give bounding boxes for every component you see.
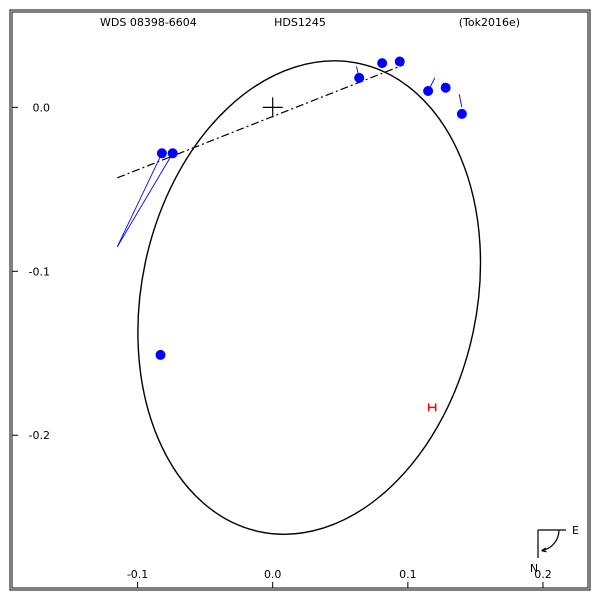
xtick-label: -0.1 — [127, 568, 148, 581]
orbit-plot-svg: WDS 08398-6604 HDS1245 (Tok2016e) -0.1 0.0 0.… — [0, 0, 600, 600]
xtick-label: 0.0 — [264, 568, 282, 581]
residual-line — [117, 153, 162, 246]
observation-point — [441, 83, 450, 92]
observation-point — [156, 350, 165, 359]
observation-point — [157, 149, 166, 158]
inner-frame — [12, 12, 588, 588]
ytick-label: -0.1 — [29, 265, 50, 278]
observation-point — [457, 109, 466, 118]
observation-point — [424, 86, 433, 95]
observation-point — [378, 59, 387, 68]
observation-point — [168, 149, 177, 158]
header-left: WDS 08398-6604 — [100, 16, 197, 29]
orbit-ellipse — [96, 29, 523, 567]
compass-n-label: N — [530, 562, 538, 575]
header-center: HDS1245 — [274, 16, 326, 29]
compass-e-label: E — [572, 524, 579, 537]
header-right: (Tok2016e) — [459, 16, 520, 29]
observation-point — [395, 57, 404, 66]
residual-line — [459, 94, 462, 107]
compass-arc — [542, 530, 559, 551]
ytick-label: -0.2 — [29, 429, 50, 442]
outer-frame — [10, 10, 590, 590]
orbit-plot-container: WDS 08398-6604 HDS1245 (Tok2016e) -0.1 0.0 0.… — [0, 0, 600, 600]
ytick-label: 0.0 — [33, 101, 51, 114]
observation-point — [355, 73, 364, 82]
xtick-label: 0.1 — [399, 568, 417, 581]
